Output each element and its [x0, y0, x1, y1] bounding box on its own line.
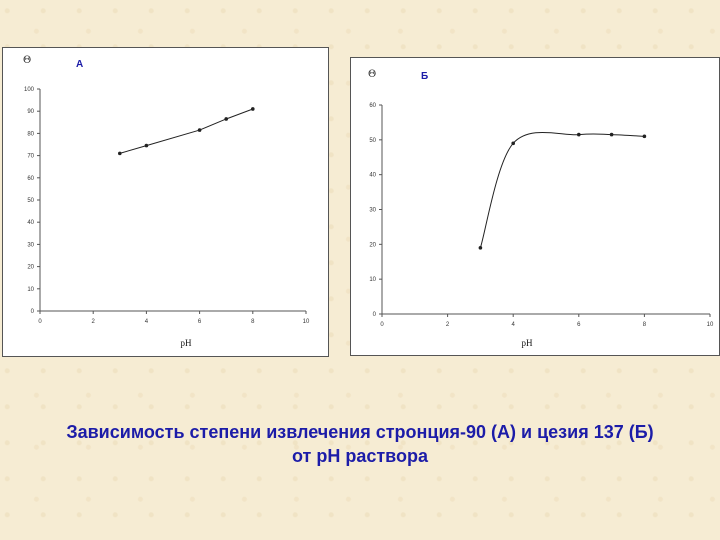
chart-b-y-tick-label: 10 — [369, 277, 376, 283]
chart-b-x-tick-label: 6 — [577, 322, 581, 328]
chart-a-data-point — [144, 143, 149, 148]
chart-a-x-tick-label: 2 — [92, 319, 96, 325]
chart-a-y-tick-label: 90 — [27, 109, 34, 115]
chart-b-x-tick-label: 10 — [707, 322, 714, 328]
chart-b-data-point — [577, 132, 581, 137]
chart-b-x-tick-label: 4 — [512, 322, 516, 328]
chart-b-y-tick-label: 20 — [369, 242, 376, 248]
chart-a-x-tick-label: 6 — [198, 319, 202, 325]
chart-a-y-tick-label: 60 — [27, 176, 34, 182]
caption-line-2: от pH раствора — [291, 446, 429, 466]
chart-a-y-tick-label: 50 — [27, 198, 34, 204]
chart-b-x-tick-label: 0 — [380, 322, 384, 328]
chart-a-data-point — [251, 107, 255, 111]
chart-a-y-tick-label: 80 — [27, 131, 34, 137]
chart-b-x-tick-label: 2 — [446, 322, 450, 328]
chart-b-series-line — [479, 131, 645, 248]
chart-b-y-axis-label: Θ — [368, 69, 376, 80]
chart-a-y-tick-label: 30 — [27, 242, 34, 248]
chart-b-x-axis-label: pH — [522, 338, 534, 348]
chart-b-data-point — [478, 246, 483, 250]
chart-a-series-line — [119, 108, 253, 154]
chart-b-data-point — [511, 141, 515, 146]
chart-b-y-tick-label: 60 — [369, 103, 376, 109]
chart-a-y-tick-label: 100 — [24, 87, 35, 93]
chart-b-y-tick-label: 40 — [369, 173, 376, 179]
caption-line-1: Зависимость степени извлечения стронция-… — [66, 422, 654, 442]
chart-a-y-tick-label: 20 — [27, 265, 34, 271]
chart-a-y-tick-label: 40 — [27, 220, 34, 226]
chart-a-y-axis-label: Θ — [23, 55, 31, 66]
chart-a-x-tick-label: 0 — [38, 319, 42, 325]
chart-a-y-tick-label: 0 — [31, 309, 35, 315]
chart-a-panel-label: А — [76, 59, 83, 70]
chart-b-panel-label: Б — [421, 71, 428, 82]
chart-a-y-tick-label: 70 — [27, 154, 34, 160]
chart-b-y-tick-label: 50 — [369, 138, 376, 144]
chart-b-y-tick-label: 0 — [373, 312, 377, 318]
chart-a-data-point — [118, 151, 122, 156]
chart-a-x-axis-label: pH — [181, 338, 193, 348]
chart-b-data-point — [609, 132, 614, 137]
chart-b-svg: 0 2 4 6 8 10 0 10 20 30 40 50 60 ΘpH Б — [368, 69, 714, 348]
chart-b-x-tick-label: 8 — [643, 322, 647, 328]
chart-b-data-point — [642, 134, 647, 139]
chart-a-data-point — [224, 117, 228, 121]
chart-b-y-tick-label: 30 — [369, 208, 376, 214]
chart-a-x-tick-label: 10 — [303, 319, 310, 325]
chart-a-x-tick-label: 8 — [251, 319, 255, 325]
chart-a-x-tick-label: 4 — [145, 319, 149, 325]
chart-a-y-tick-label: 10 — [27, 287, 34, 293]
chart-a-data-point — [197, 128, 202, 132]
